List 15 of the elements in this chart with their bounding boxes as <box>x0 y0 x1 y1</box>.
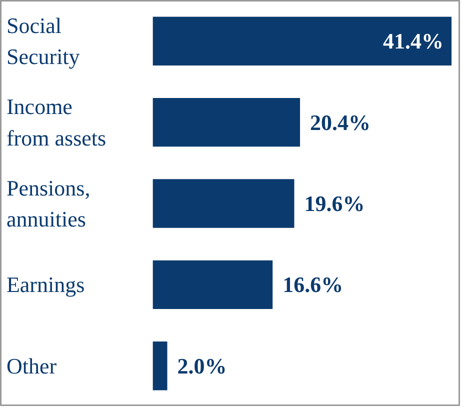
y-tick-label: Other <box>6 353 58 378</box>
bar <box>152 179 294 228</box>
y-tick-label: Earnings <box>6 272 85 298</box>
data-label: 41.4% <box>383 28 444 54</box>
bar <box>152 16 452 66</box>
data-label: 19.6% <box>304 191 365 216</box>
bar <box>152 342 168 390</box>
data-label: 2.0% <box>177 353 227 378</box>
bar <box>152 98 300 147</box>
y-tick-label: Social Security <box>6 12 80 70</box>
data-label: 16.6% <box>282 272 344 298</box>
bar <box>152 260 273 310</box>
data-label: 20.4% <box>310 110 371 135</box>
y-tick-label: Pensions, annuities <box>6 175 90 232</box>
y-tick-label: Income from assets <box>6 94 106 150</box>
